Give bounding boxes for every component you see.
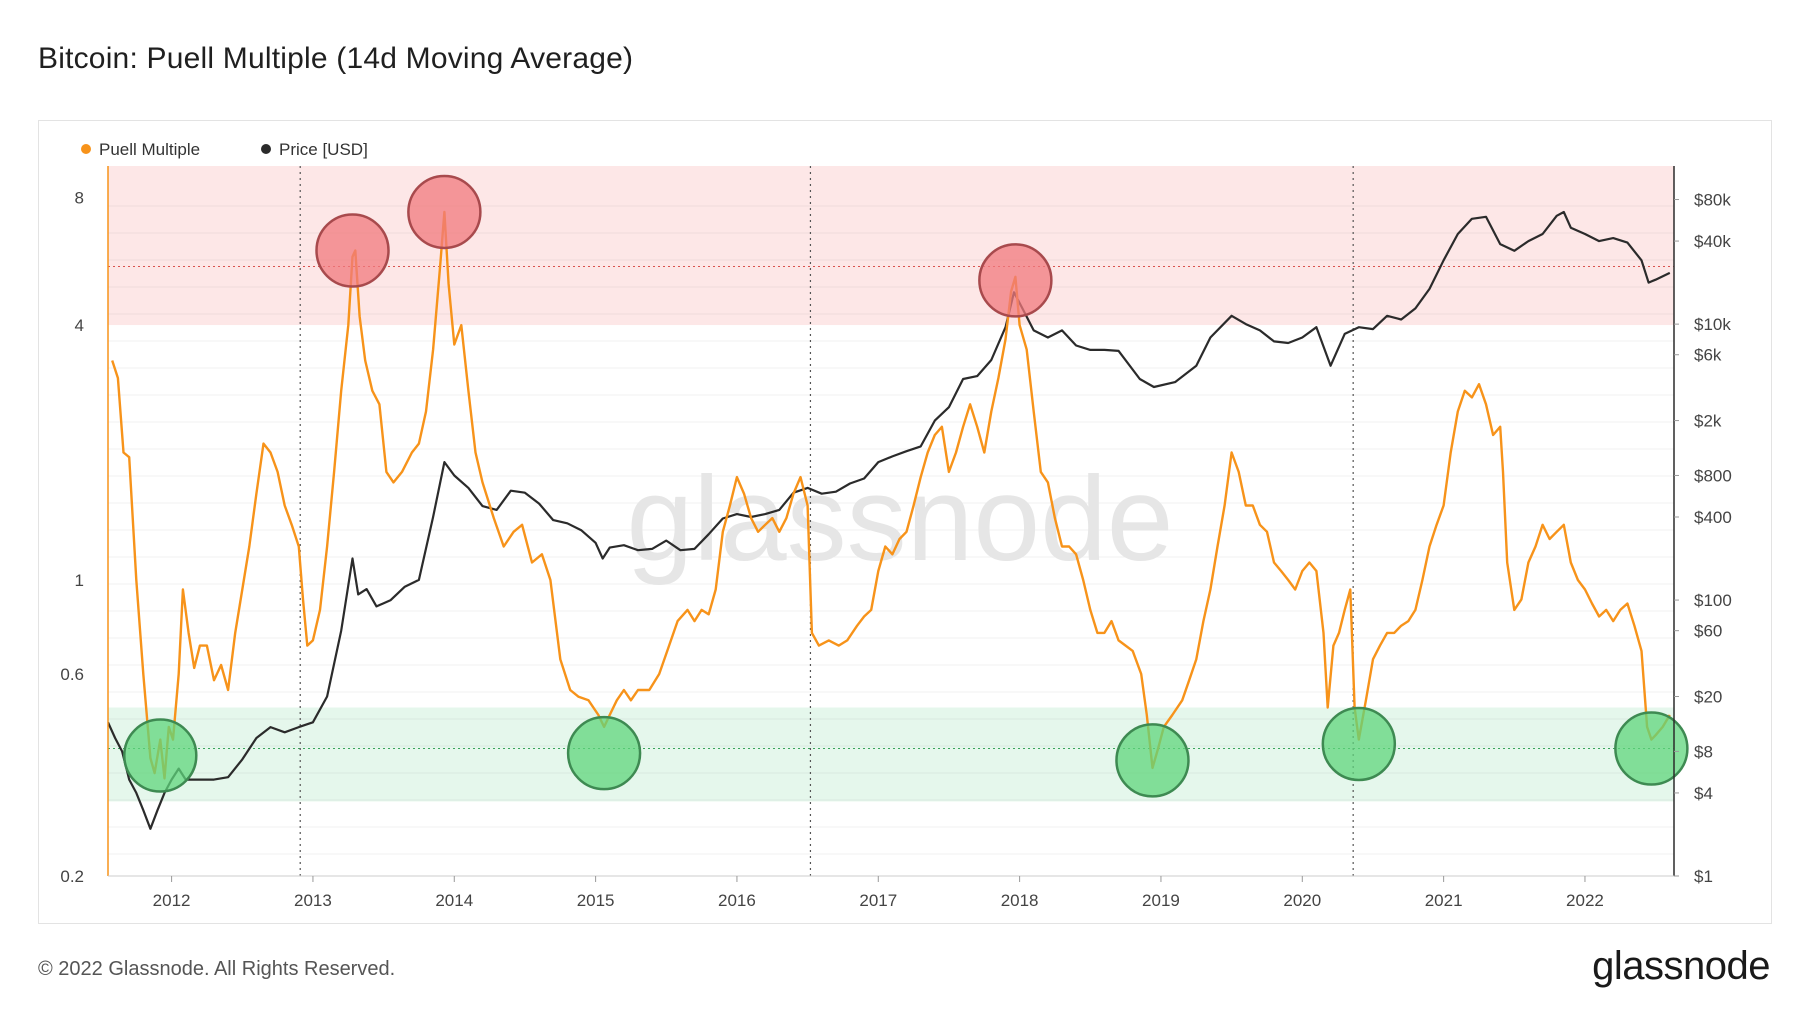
right-tick-label: $80k <box>1694 191 1731 210</box>
bottom-signal-circle <box>1614 711 1689 786</box>
chart-frame <box>38 120 1772 924</box>
right-tick-label: $4 <box>1694 784 1713 803</box>
highlight-circles-layer <box>123 174 1689 798</box>
right-tick-label: $1 <box>1694 867 1713 886</box>
top-signal-circle <box>407 174 482 250</box>
chart-title: Bitcoin: Puell Multiple (14d Moving Aver… <box>38 42 634 75</box>
right-tick-label: $2k <box>1694 412 1722 431</box>
x-tick-label: 2022 <box>1566 891 1604 910</box>
bottom-signal-circle <box>1321 706 1397 782</box>
left-tick-label: 0.2 <box>60 867 84 886</box>
x-tick-label: 2020 <box>1283 891 1321 910</box>
x-tick-label: 2016 <box>718 891 756 910</box>
x-tick-label: 2021 <box>1425 891 1463 910</box>
legend-marker-puell <box>81 144 91 154</box>
bottom-signal-circle <box>566 715 642 791</box>
right-tick-label: $800 <box>1694 466 1732 485</box>
bottom-signal-circle <box>1115 723 1190 798</box>
x-tick-label: 2015 <box>577 891 615 910</box>
bottom-signal-circle <box>123 718 198 793</box>
x-tick-label: 2012 <box>153 891 191 910</box>
right-tick-label: $100 <box>1694 591 1732 610</box>
left-tick-label: 1 <box>75 571 84 590</box>
right-tick-label: $400 <box>1694 508 1732 527</box>
right-tick-label: $20 <box>1694 687 1722 706</box>
glassnode-logo: glassnode <box>1592 944 1770 988</box>
footer-copyright: © 2022 Glassnode. All Rights Reserved. <box>38 958 396 980</box>
x-tick-label: 2014 <box>435 891 473 910</box>
right-tick-label: $40k <box>1694 232 1731 251</box>
x-tick-label: 2018 <box>1001 891 1039 910</box>
green-zone <box>108 707 1674 802</box>
right-tick-label: $10k <box>1694 315 1731 334</box>
axes-layer: 2012 2013 2014 2015 2016 2017 2018 2019 2020 2021… <box>60 166 1732 910</box>
top-signal-circle <box>978 243 1053 318</box>
puell-multiple-line <box>111 210 1671 780</box>
x-tick-label: 2017 <box>859 891 897 910</box>
legend: Puell Multiple Price [USD] <box>81 140 368 159</box>
halving-lines-layer <box>299 166 1354 876</box>
price-line <box>108 210 1671 830</box>
top-signal-circle <box>315 213 390 288</box>
x-tick-label: 2013 <box>294 891 332 910</box>
legend-marker-price <box>261 144 271 154</box>
right-tick-label: $6k <box>1694 346 1722 365</box>
series-layer <box>108 210 1671 830</box>
zones-layer <box>108 166 1674 802</box>
right-tick-label: $8 <box>1694 742 1713 761</box>
right-tick-label: $60 <box>1694 622 1722 641</box>
watermark: glassnode <box>626 452 1173 586</box>
left-tick-label: 4 <box>75 316 84 335</box>
left-tick-label: 8 <box>75 189 84 208</box>
legend-label-puell[interactable]: Puell Multiple <box>99 140 200 159</box>
x-tick-label: 2019 <box>1142 891 1180 910</box>
legend-label-price[interactable]: Price [USD] <box>279 140 368 159</box>
left-tick-label: 0.6 <box>60 665 84 684</box>
